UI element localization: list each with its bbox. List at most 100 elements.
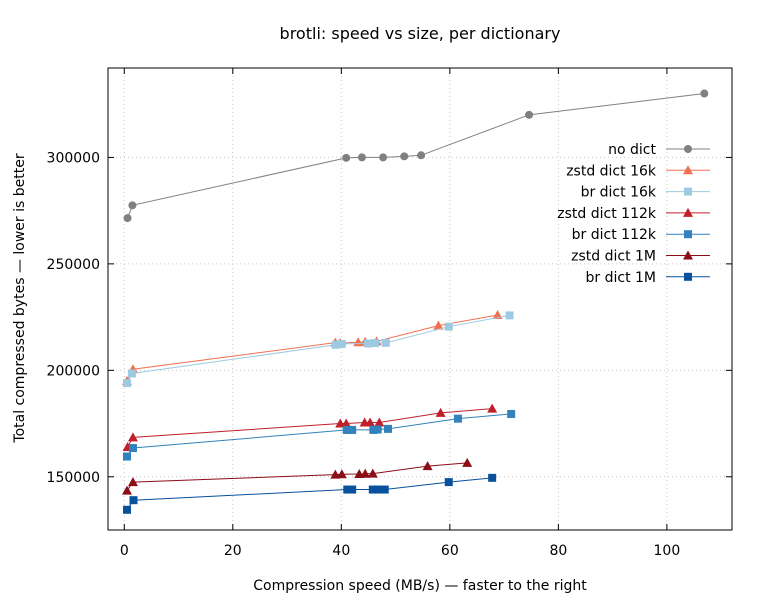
data-point [487, 403, 498, 413]
series-6 [122, 473, 497, 514]
legend-item: no dict [608, 142, 710, 158]
x-tick-label: 60 [441, 543, 459, 559]
data-point [505, 311, 514, 320]
data-point [444, 478, 453, 487]
data-point [129, 496, 138, 505]
data-point [381, 338, 390, 347]
y-axis-label: Total compressed bytes — lower is better [12, 153, 28, 443]
legend-marker [683, 165, 693, 175]
legend-item: br dict 112k [572, 227, 710, 243]
data-point [348, 485, 357, 494]
legend-marker [684, 187, 692, 196]
legend: no dict zstd dict 16k br dict 16k zstd dict… [557, 142, 710, 286]
data-point [122, 505, 131, 514]
data-point [367, 468, 378, 478]
data-point [363, 339, 372, 348]
legend-label: zstd dict 1M [571, 249, 656, 265]
axes: 0 20 40 60 80 100 150000 200000 250000 300000 [47, 67, 733, 559]
x-axis-label: Compression speed (MB/s) — faster to the… [253, 578, 587, 594]
legend-label: no dict [608, 142, 656, 158]
data-point [128, 444, 137, 453]
data-point [462, 457, 473, 467]
data-point [127, 477, 138, 487]
legend-marker [684, 230, 692, 239]
data-point [122, 452, 131, 461]
data-point [330, 469, 341, 479]
data-point [379, 153, 388, 162]
data-point [337, 339, 346, 348]
data-point [348, 425, 357, 434]
data-point [453, 414, 462, 423]
y-tick-label: 150000 [47, 470, 100, 486]
data-point [368, 485, 377, 494]
data-point [507, 409, 516, 418]
series-1 [121, 309, 503, 385]
x-tick-label: 80 [549, 543, 567, 559]
data-point [488, 473, 497, 482]
legend-label: br dict 112k [572, 227, 657, 243]
x-tick-label: 40 [332, 543, 350, 559]
y-tick-label: 200000 [47, 363, 100, 379]
data-point [341, 418, 352, 428]
data-point [122, 379, 131, 388]
data-point [342, 425, 351, 434]
data-point [343, 485, 352, 494]
data-point [127, 369, 136, 378]
data-point [374, 417, 385, 427]
legend-item: br dict 16k [581, 185, 710, 201]
series-2 [122, 311, 514, 388]
legend-label: br dict 1M [586, 270, 657, 286]
data-point [525, 110, 534, 119]
series-3 [122, 403, 498, 451]
legend-item: zstd dict 112k [557, 206, 710, 222]
data-point [373, 425, 382, 434]
legend-item: zstd dict 16k [566, 163, 710, 179]
x-tick-label: 0 [120, 543, 129, 559]
series-line [126, 477, 493, 511]
legend-item: zstd dict 1M [571, 249, 710, 265]
data-point [121, 485, 132, 495]
data-point [374, 485, 383, 494]
legend-marker [683, 250, 693, 260]
data-point [360, 468, 371, 478]
data-point [417, 151, 426, 160]
legend-label: zstd dict 112k [557, 206, 657, 222]
grid [108, 68, 732, 530]
data-point [433, 320, 444, 330]
y-tick-label: 250000 [47, 257, 100, 273]
chart-title: brotli: speed vs size, per dictionary [280, 24, 561, 43]
legend-marker [683, 207, 693, 217]
data-point [128, 201, 137, 210]
series-4 [122, 409, 516, 461]
x-tick-label: 20 [224, 543, 242, 559]
data-point [700, 89, 709, 98]
series-line [126, 413, 512, 457]
data-point [380, 485, 389, 494]
legend-label: zstd dict 16k [566, 163, 657, 179]
plot-frame [107, 67, 733, 531]
data-point [331, 340, 340, 349]
data-point [123, 214, 132, 223]
data-point [369, 425, 378, 434]
series-5 [121, 457, 473, 495]
series-layer [121, 89, 709, 514]
legend-item: br dict 1M [586, 270, 710, 286]
series-0 [123, 89, 709, 223]
data-point [336, 469, 347, 479]
data-point [400, 152, 409, 161]
data-point [342, 153, 351, 162]
x-tick-label: 100 [654, 543, 681, 559]
data-point [383, 424, 392, 433]
data-point [435, 407, 446, 417]
legend-marker [684, 145, 692, 153]
data-point [127, 432, 138, 442]
data-point [365, 417, 376, 427]
data-point [357, 153, 366, 162]
data-point [422, 461, 433, 471]
legend-marker [684, 272, 692, 281]
data-point [370, 339, 379, 348]
data-point [444, 322, 453, 331]
legend-label: br dict 16k [581, 185, 657, 201]
y-tick-label: 300000 [47, 150, 100, 166]
